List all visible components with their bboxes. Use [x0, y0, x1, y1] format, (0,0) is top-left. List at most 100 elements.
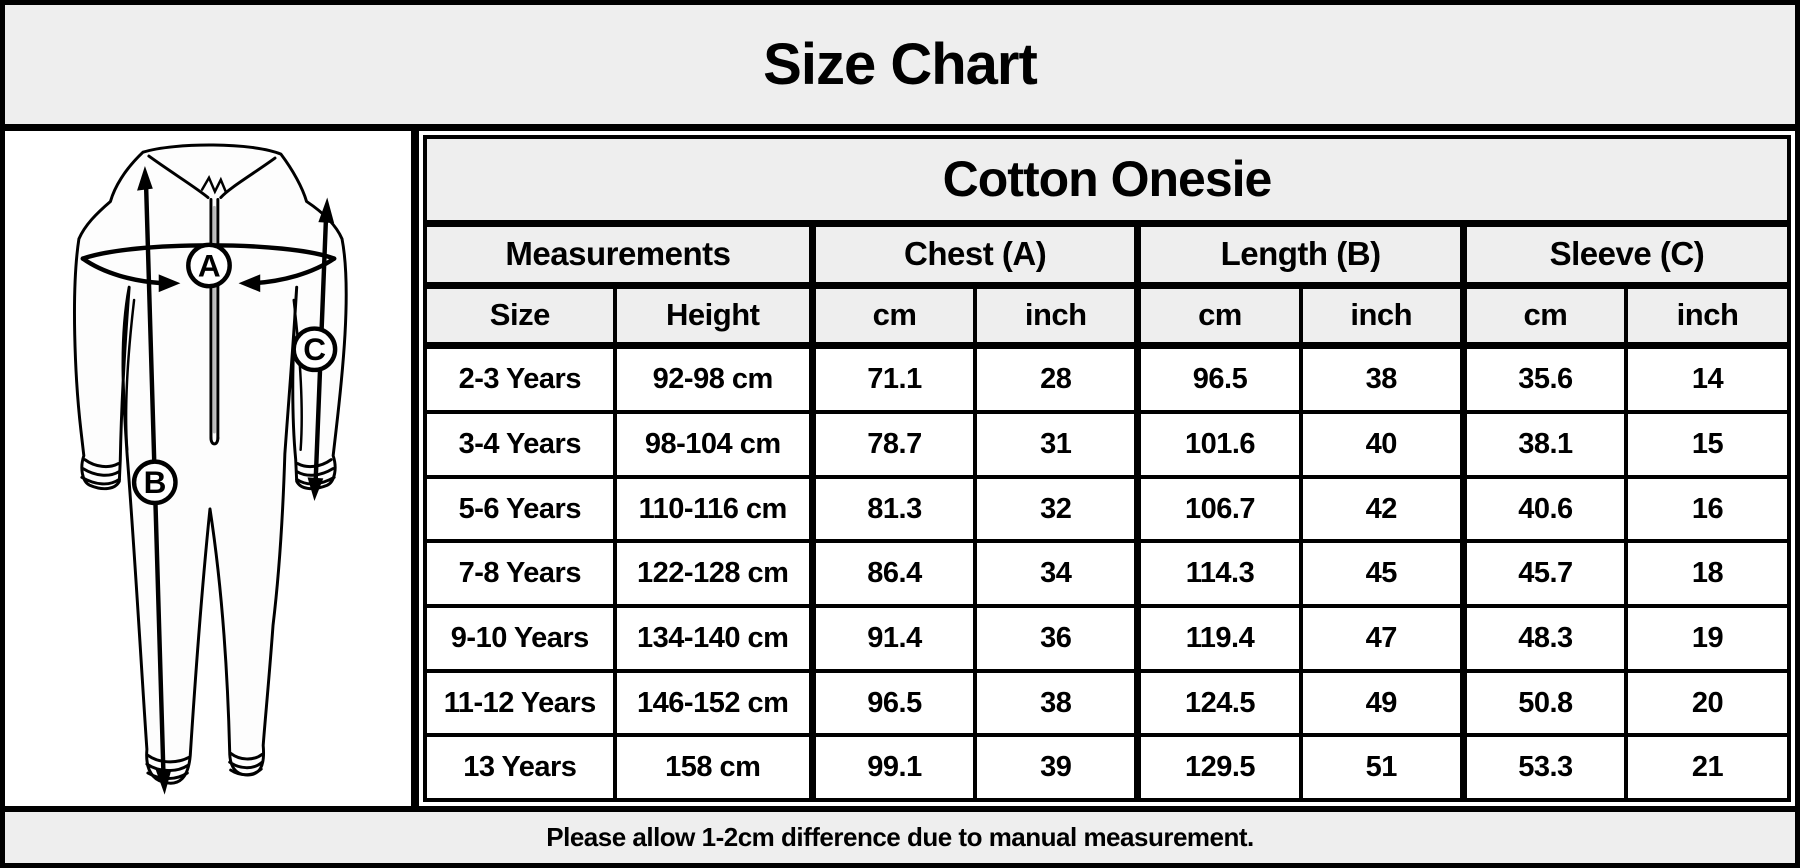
cell-r5-c5: 49	[1298, 668, 1466, 738]
col-header-height: Height	[612, 283, 815, 349]
arrowhead	[137, 165, 153, 191]
cell-r1-c6: 38.1	[1459, 410, 1629, 479]
cell-r6-c7: 21	[1624, 733, 1791, 802]
cell-r5-c3: 38	[973, 668, 1140, 738]
cell-r1-c2: 78.7	[808, 410, 978, 479]
product-header-row: Cotton Onesie	[423, 135, 1791, 227]
marker-c: C	[291, 326, 338, 373]
cell-r0-c3: 28	[973, 342, 1140, 415]
cell-r3-c2: 86.4	[808, 539, 978, 609]
col-header-chest-inch: inch	[973, 283, 1140, 349]
arrowhead	[307, 477, 324, 502]
cell-r3-c4: 114.3	[1134, 539, 1303, 609]
cell-r0-c0: 2-3 Years	[423, 342, 617, 415]
cell-r4-c4: 119.4	[1134, 604, 1303, 673]
sub-header-row: Size Height cm inch cm inch cm inch	[423, 283, 1791, 349]
col-header-sleeve-cm: cm	[1459, 283, 1629, 349]
size-table: Cotton Onesie Measurements Chest (A) Len…	[422, 135, 1791, 802]
main-area: A B C	[5, 131, 1795, 806]
cell-r4-c5: 47	[1298, 604, 1466, 673]
cell-r1-c1: 98-104 cm	[612, 410, 815, 479]
sleeve-cuff-left	[80, 458, 121, 486]
cell-r4-c6: 48.3	[1459, 604, 1629, 673]
cell-r3-c5: 45	[1298, 539, 1466, 609]
group-header-length: Length (B)	[1134, 221, 1466, 289]
cell-r5-c1: 146-152 cm	[612, 668, 815, 738]
cell-r2-c5: 42	[1298, 474, 1466, 544]
cell-r0-c4: 96.5	[1134, 342, 1303, 415]
cell-r6-c0: 13 Years	[423, 733, 617, 802]
page-title: Size Chart	[763, 32, 1038, 97]
cell-r0-c1: 92-98 cm	[612, 342, 815, 415]
cell-r3-c0: 7-8 Years	[423, 539, 617, 609]
cell-r6-c1: 158 cm	[612, 733, 815, 802]
col-header-length-inch: inch	[1298, 283, 1466, 349]
cell-r0-c5: 38	[1298, 342, 1466, 415]
cell-r4-c2: 91.4	[808, 604, 978, 673]
cell-r2-c3: 32	[973, 474, 1140, 544]
cell-r5-c6: 50.8	[1459, 668, 1629, 738]
marker-a-letter: A	[198, 247, 220, 283]
cell-r6-c2: 99.1	[808, 733, 978, 802]
cell-r6-c4: 129.5	[1134, 733, 1303, 802]
marker-b-letter: B	[144, 464, 166, 500]
title-bar: Size Chart	[5, 5, 1795, 131]
cell-r3-c3: 34	[973, 539, 1140, 609]
size-table-body: 2-3 Years 92-98 cm 71.1 28 96.5 38 35.6 14 3-4 Y…	[423, 342, 1791, 802]
arrowhead	[155, 769, 172, 795]
table-row: 13 Years 158 cm 99.1 39 129.5 51 53.3 21	[423, 733, 1791, 802]
cell-r1-c4: 101.6	[1134, 410, 1303, 479]
cell-r0-c6: 35.6	[1459, 342, 1629, 415]
cell-r4-c1: 134-140 cm	[612, 604, 815, 673]
marker-b: B	[131, 459, 178, 506]
footnote-text: Please allow 1-2cm difference due to man…	[546, 822, 1254, 852]
cell-r1-c0: 3-4 Years	[423, 410, 617, 479]
cell-r1-c5: 40	[1298, 410, 1466, 479]
cell-r1-c7: 15	[1624, 410, 1791, 479]
table-row: 11-12 Years 146-152 cm 96.5 38 124.5 49 50.8 20	[423, 668, 1791, 738]
cell-r2-c6: 40.6	[1459, 474, 1629, 544]
cell-r3-c6: 45.7	[1459, 539, 1629, 609]
pocket-seam-right	[292, 298, 303, 452]
hood-opening	[147, 154, 277, 199]
cell-r6-c6: 53.3	[1459, 733, 1629, 802]
cell-r1-c3: 31	[973, 410, 1140, 479]
table-row: 2-3 Years 92-98 cm 71.1 28 96.5 38 35.6 14	[423, 342, 1791, 415]
cell-r2-c4: 106.7	[1134, 474, 1303, 544]
cell-r6-c5: 51	[1298, 733, 1466, 802]
col-header-chest-cm: cm	[808, 283, 978, 349]
group-header-measurements: Measurements	[422, 221, 815, 289]
cell-r2-c7: 16	[1624, 474, 1791, 544]
cell-r5-c2: 96.5	[808, 668, 978, 738]
cell-r2-c1: 110-116 cm	[612, 474, 815, 544]
group-header-sleeve: Sleeve (C)	[1459, 221, 1791, 289]
onesie-illustration: A B C	[73, 143, 348, 795]
col-header-size: Size	[423, 283, 617, 349]
cell-r2-c0: 5-6 Years	[423, 474, 617, 544]
cell-r0-c7: 14	[1624, 342, 1791, 415]
marker-c-letter: C	[303, 331, 325, 367]
group-header-row: Measurements Chest (A) Length (B) Sleeve…	[422, 221, 1791, 289]
pocket-seam-left	[124, 298, 136, 452]
cell-r2-c2: 81.3	[808, 474, 978, 544]
size-table-area: Cotton Onesie Measurements Chest (A) Len…	[419, 131, 1795, 806]
product-name: Cotton Onesie	[423, 135, 1791, 227]
table-row: 5-6 Years 110-116 cm 81.3 32 106.7 42 40.6 16	[423, 474, 1791, 544]
arrowhead	[158, 274, 181, 293]
table-row: 9-10 Years 134-140 cm 91.4 36 119.4 47 48.3 19	[423, 604, 1791, 673]
cell-r0-c2: 71.1	[808, 342, 978, 415]
marker-a: A	[186, 242, 232, 289]
table-row: 3-4 Years 98-104 cm 78.7 31 101.6 40 38.1 15	[423, 410, 1791, 479]
cell-r5-c0: 11-12 Years	[423, 668, 617, 738]
cell-r4-c7: 19	[1624, 604, 1791, 673]
size-diagram-panel: A B C	[5, 131, 419, 806]
ankle-cuff-right	[228, 751, 264, 777]
zipper	[209, 197, 220, 446]
cell-r6-c3: 39	[973, 733, 1140, 802]
arrowhead	[318, 197, 335, 224]
cell-r3-c7: 18	[1624, 539, 1791, 609]
group-header-chest: Chest (A)	[808, 221, 1140, 289]
cell-r4-c3: 36	[973, 604, 1140, 673]
cell-r5-c4: 124.5	[1134, 668, 1303, 738]
